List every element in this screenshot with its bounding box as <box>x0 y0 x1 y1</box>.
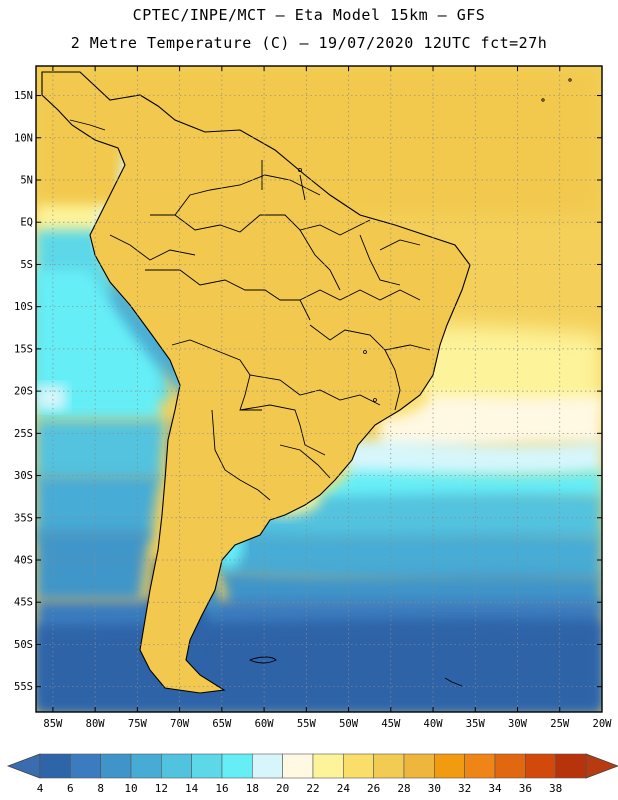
colorbar-label: 28 <box>397 782 410 795</box>
lon-label: 70W <box>170 718 190 730</box>
lat-label: 35S <box>14 512 33 524</box>
colorbar-swatch <box>555 753 587 779</box>
colorbar-label: 30 <box>428 782 441 795</box>
title-line-1: CPTEC/INPE/MCT – Eta Model 15km – GFS <box>132 6 486 24</box>
colorbar-swatch <box>221 753 253 779</box>
colorbar-label: 10 <box>124 782 137 795</box>
lat-label: 40S <box>14 555 33 567</box>
colorbar-swatch <box>70 753 101 779</box>
lon-label: 25W <box>550 718 570 730</box>
lat-label: 10N <box>14 132 33 144</box>
colorbar-swatch <box>39 753 71 779</box>
lat-label: 10S <box>14 301 33 313</box>
colorbar-label: 8 <box>97 782 104 795</box>
latitude-labels: 15N 10N 5N EQ 5S 10S 15S 20S 25S 30S 35S 40S 45S 50S 5… <box>14 90 33 693</box>
lon-label: 40W <box>424 718 444 730</box>
lon-label: 65W <box>212 718 232 730</box>
title-line-2: 2 Metre Temperature (C) – 19/07/2020 12U… <box>70 34 548 52</box>
lon-label: 50W <box>339 718 359 730</box>
colorbar-label: 26 <box>367 782 380 795</box>
longitude-labels: 85W 80W 75W 70W 65W 60W 55W 50W 45W 40W 35W 30W 25W 2… <box>43 718 612 730</box>
lon-label: 75W <box>128 718 148 730</box>
lon-label: 85W <box>43 718 63 730</box>
lat-label: 50S <box>14 639 33 651</box>
lat-label: 20S <box>14 386 33 398</box>
lat-label: 25S <box>14 428 33 440</box>
colorbar-label: 12 <box>155 782 168 795</box>
lat-label: EQ <box>20 217 33 229</box>
colorbar-label: 18 <box>246 782 259 795</box>
colorbar-label: 36 <box>519 782 532 795</box>
colorbar-swatch <box>373 753 405 779</box>
lat-label: 15N <box>14 90 33 102</box>
colorbar-swatch <box>312 753 344 779</box>
colorbar-swatch <box>282 753 314 779</box>
map-frame <box>35 65 603 713</box>
graticule <box>36 66 603 712</box>
lat-label: 5S <box>20 259 33 271</box>
lon-label: 80W <box>86 718 106 730</box>
colorbar-swatch <box>191 753 223 779</box>
lon-label: 30W <box>508 718 528 730</box>
country-borders <box>109 160 431 501</box>
colorbar-swatch <box>464 753 496 779</box>
colorbar-label: 24 <box>337 782 351 795</box>
colorbar-low-arrow <box>6 753 41 779</box>
colorbar-swatch <box>161 753 192 779</box>
colorbar-label: 16 <box>215 782 228 795</box>
lon-label: 20W <box>593 718 613 730</box>
colorbar-swatch <box>252 753 283 779</box>
colorbar-label: 32 <box>458 782 471 795</box>
lon-label: 60W <box>255 718 275 730</box>
temperature-field <box>36 66 602 712</box>
colorbar-label: 22 <box>306 782 319 795</box>
lat-label: 30S <box>14 470 33 482</box>
lon-label: 45W <box>381 718 401 730</box>
colorbar-swatch <box>494 753 526 779</box>
colorbar-swatch <box>403 753 435 779</box>
colorbar-label: 6 <box>67 782 74 795</box>
colorbar-swatch <box>100 753 132 779</box>
temperature-colorbar: 4 6 8 10 12 14 16 18 20 22 24 26 28 30 32 34 36 38 <box>6 753 618 795</box>
colorbar-label: 38 <box>549 782 562 795</box>
colorbar-label: 20 <box>276 782 289 795</box>
colorbar-label: 34 <box>488 782 502 795</box>
colorbar-swatch <box>525 753 556 779</box>
colorbar-swatch <box>130 753 162 779</box>
lon-label: 35W <box>466 718 486 730</box>
colorbar-swatch <box>434 753 465 779</box>
lat-label: 55S <box>14 681 33 693</box>
colorbar-high-arrow <box>585 753 618 779</box>
lon-label: 55W <box>297 718 317 730</box>
colorbar-label: 14 <box>185 782 199 795</box>
lat-label: 15S <box>14 343 33 355</box>
lat-label: 5N <box>20 175 33 187</box>
lat-label: 45S <box>14 597 33 609</box>
colorbar-swatch <box>343 753 374 779</box>
colorbar-label: 4 <box>37 782 44 795</box>
